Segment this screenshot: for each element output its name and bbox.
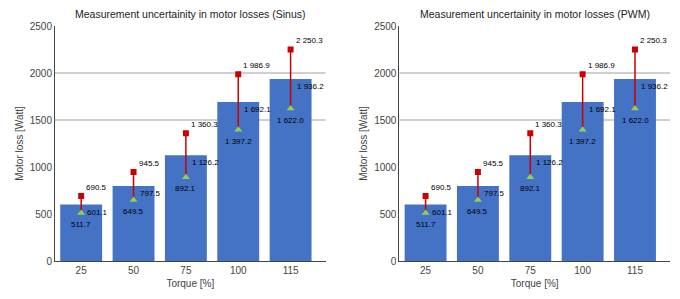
svg-text:511.7: 511.7 [416,220,436,229]
svg-text:1 986.9: 1 986.9 [588,61,615,70]
svg-text:0: 0 [46,256,52,267]
svg-text:1 692.1: 1 692.1 [244,105,271,114]
svg-text:797.5: 797.5 [140,189,161,198]
svg-text:Measurement uncertainity in mo: Measurement uncertainity in motor losses… [75,8,306,20]
svg-text:1 397.2: 1 397.2 [225,137,252,146]
svg-text:1 360.3: 1 360.3 [191,120,218,129]
svg-text:1 936.2: 1 936.2 [641,82,668,91]
svg-text:1500: 1500 [374,115,397,126]
svg-text:511.7: 511.7 [71,220,91,229]
svg-text:2 250.3: 2 250.3 [296,36,323,45]
svg-text:Torque [%]: Torque [%] [511,278,559,289]
svg-text:25: 25 [420,265,432,276]
svg-text:25: 25 [76,265,88,276]
svg-text:1 936.2: 1 936.2 [297,82,324,91]
svg-text:2500: 2500 [374,21,397,32]
svg-text:1500: 1500 [30,115,53,126]
svg-text:601.1: 601.1 [432,208,453,217]
svg-text:1 622.0: 1 622.0 [277,116,304,125]
svg-text:Torque [%]: Torque [%] [166,278,214,289]
svg-text:1 986.9: 1 986.9 [243,61,270,70]
svg-text:115: 115 [283,265,299,276]
svg-text:690.5: 690.5 [86,183,107,192]
svg-text:1000: 1000 [30,162,53,173]
svg-text:500: 500 [35,209,52,220]
svg-text:945.5: 945.5 [483,159,504,168]
svg-text:892.1: 892.1 [520,184,541,193]
svg-text:892.1: 892.1 [175,184,196,193]
svg-text:0: 0 [391,256,397,267]
svg-text:690.5: 690.5 [431,183,452,192]
svg-text:1 126.2: 1 126.2 [192,158,219,167]
svg-text:500: 500 [380,209,397,220]
svg-text:1 692.1: 1 692.1 [589,105,616,114]
svg-text:1 126.2: 1 126.2 [536,158,563,167]
svg-text:1 397.2: 1 397.2 [569,137,596,146]
svg-text:50: 50 [472,265,484,276]
svg-text:1 360.3: 1 360.3 [535,120,562,129]
svg-text:1000: 1000 [374,162,397,173]
svg-text:Measurement uncertainity in mo: Measurement uncertainity in motor losses… [420,8,650,20]
svg-text:2500: 2500 [30,21,53,32]
svg-text:115: 115 [627,265,643,276]
svg-text:1 622.0: 1 622.0 [622,116,649,125]
svg-text:100: 100 [230,265,247,276]
svg-text:945.5: 945.5 [139,159,160,168]
svg-text:601.1: 601.1 [87,208,108,217]
svg-text:Motor loss [Watt]: Motor loss [Watt] [14,106,25,181]
svg-text:75: 75 [525,265,537,276]
svg-text:649.5: 649.5 [467,207,488,216]
svg-text:649.5: 649.5 [123,207,144,216]
svg-text:2000: 2000 [374,68,397,79]
svg-text:2000: 2000 [30,68,53,79]
svg-text:50: 50 [128,265,140,276]
svg-text:2 250.3: 2 250.3 [640,36,667,45]
svg-text:75: 75 [180,265,192,276]
svg-text:Motor loss [Watt]: Motor loss [Watt] [358,106,369,181]
svg-text:100: 100 [574,265,591,276]
svg-text:797.5: 797.5 [484,189,505,198]
